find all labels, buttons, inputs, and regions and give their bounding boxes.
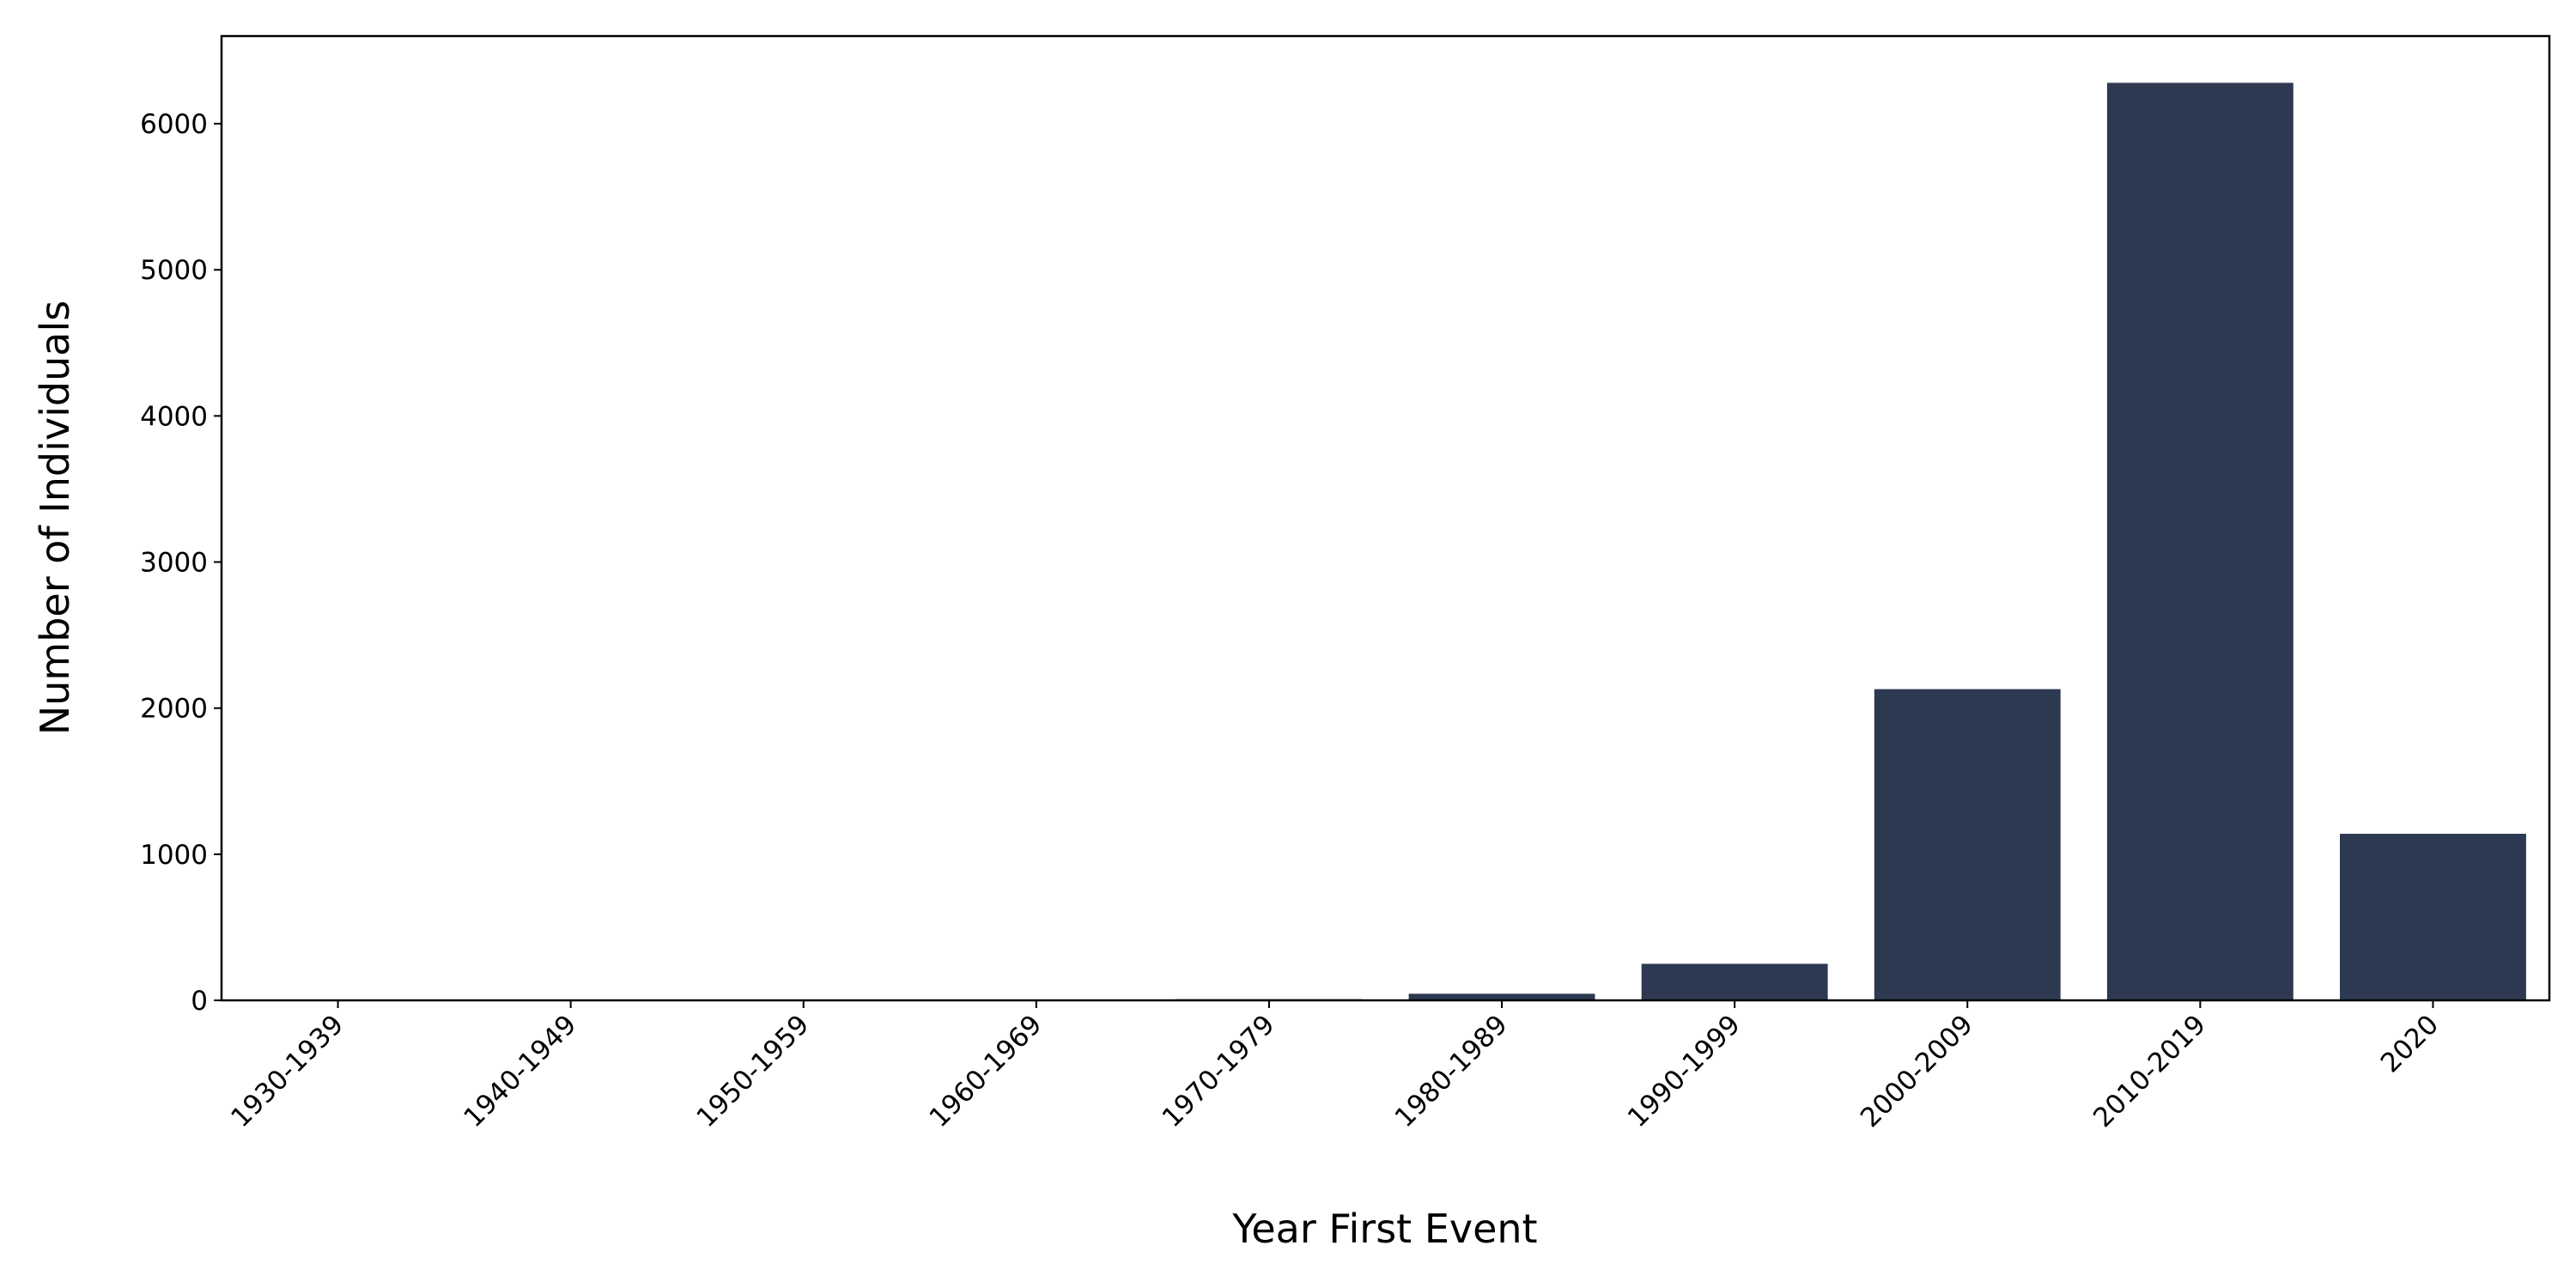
x-tick-label: 2000-2009 (1855, 1009, 1979, 1133)
y-tick-label: 3000 (140, 548, 208, 579)
x-tick-label: 1970-1979 (1157, 1009, 1281, 1133)
bar (2340, 834, 2526, 1000)
y-tick-label: 6000 (140, 109, 208, 140)
bar (1408, 993, 1595, 1000)
bar (1874, 689, 2061, 1000)
x-tick-label: 2020 (2375, 1009, 2445, 1078)
x-axis-label: Year First Event (1231, 1206, 1537, 1252)
y-tick-label: 0 (191, 986, 208, 1017)
x-tick-label: 1990-1999 (1622, 1009, 1747, 1133)
x-tick-label: 1940-1949 (458, 1009, 582, 1133)
y-tick-label: 1000 (140, 840, 208, 871)
bar (2106, 82, 2293, 1000)
y-tick-label: 5000 (140, 255, 208, 286)
x-tick-label: 1980-1989 (1389, 1009, 1514, 1133)
y-tick-label: 2000 (140, 694, 208, 725)
x-tick-label: 1960-1969 (924, 1009, 1048, 1133)
x-tick-label: 1930-1939 (225, 1009, 349, 1133)
bar (1641, 963, 1828, 1000)
plot-frame (220, 34, 2551, 1002)
y-tick-label: 4000 (140, 401, 208, 432)
x-tick-label: 1950-1959 (690, 1009, 815, 1133)
y-axis-label: Number of Individuals (32, 301, 78, 735)
x-tick-label: 2010-2019 (2087, 1009, 2212, 1133)
